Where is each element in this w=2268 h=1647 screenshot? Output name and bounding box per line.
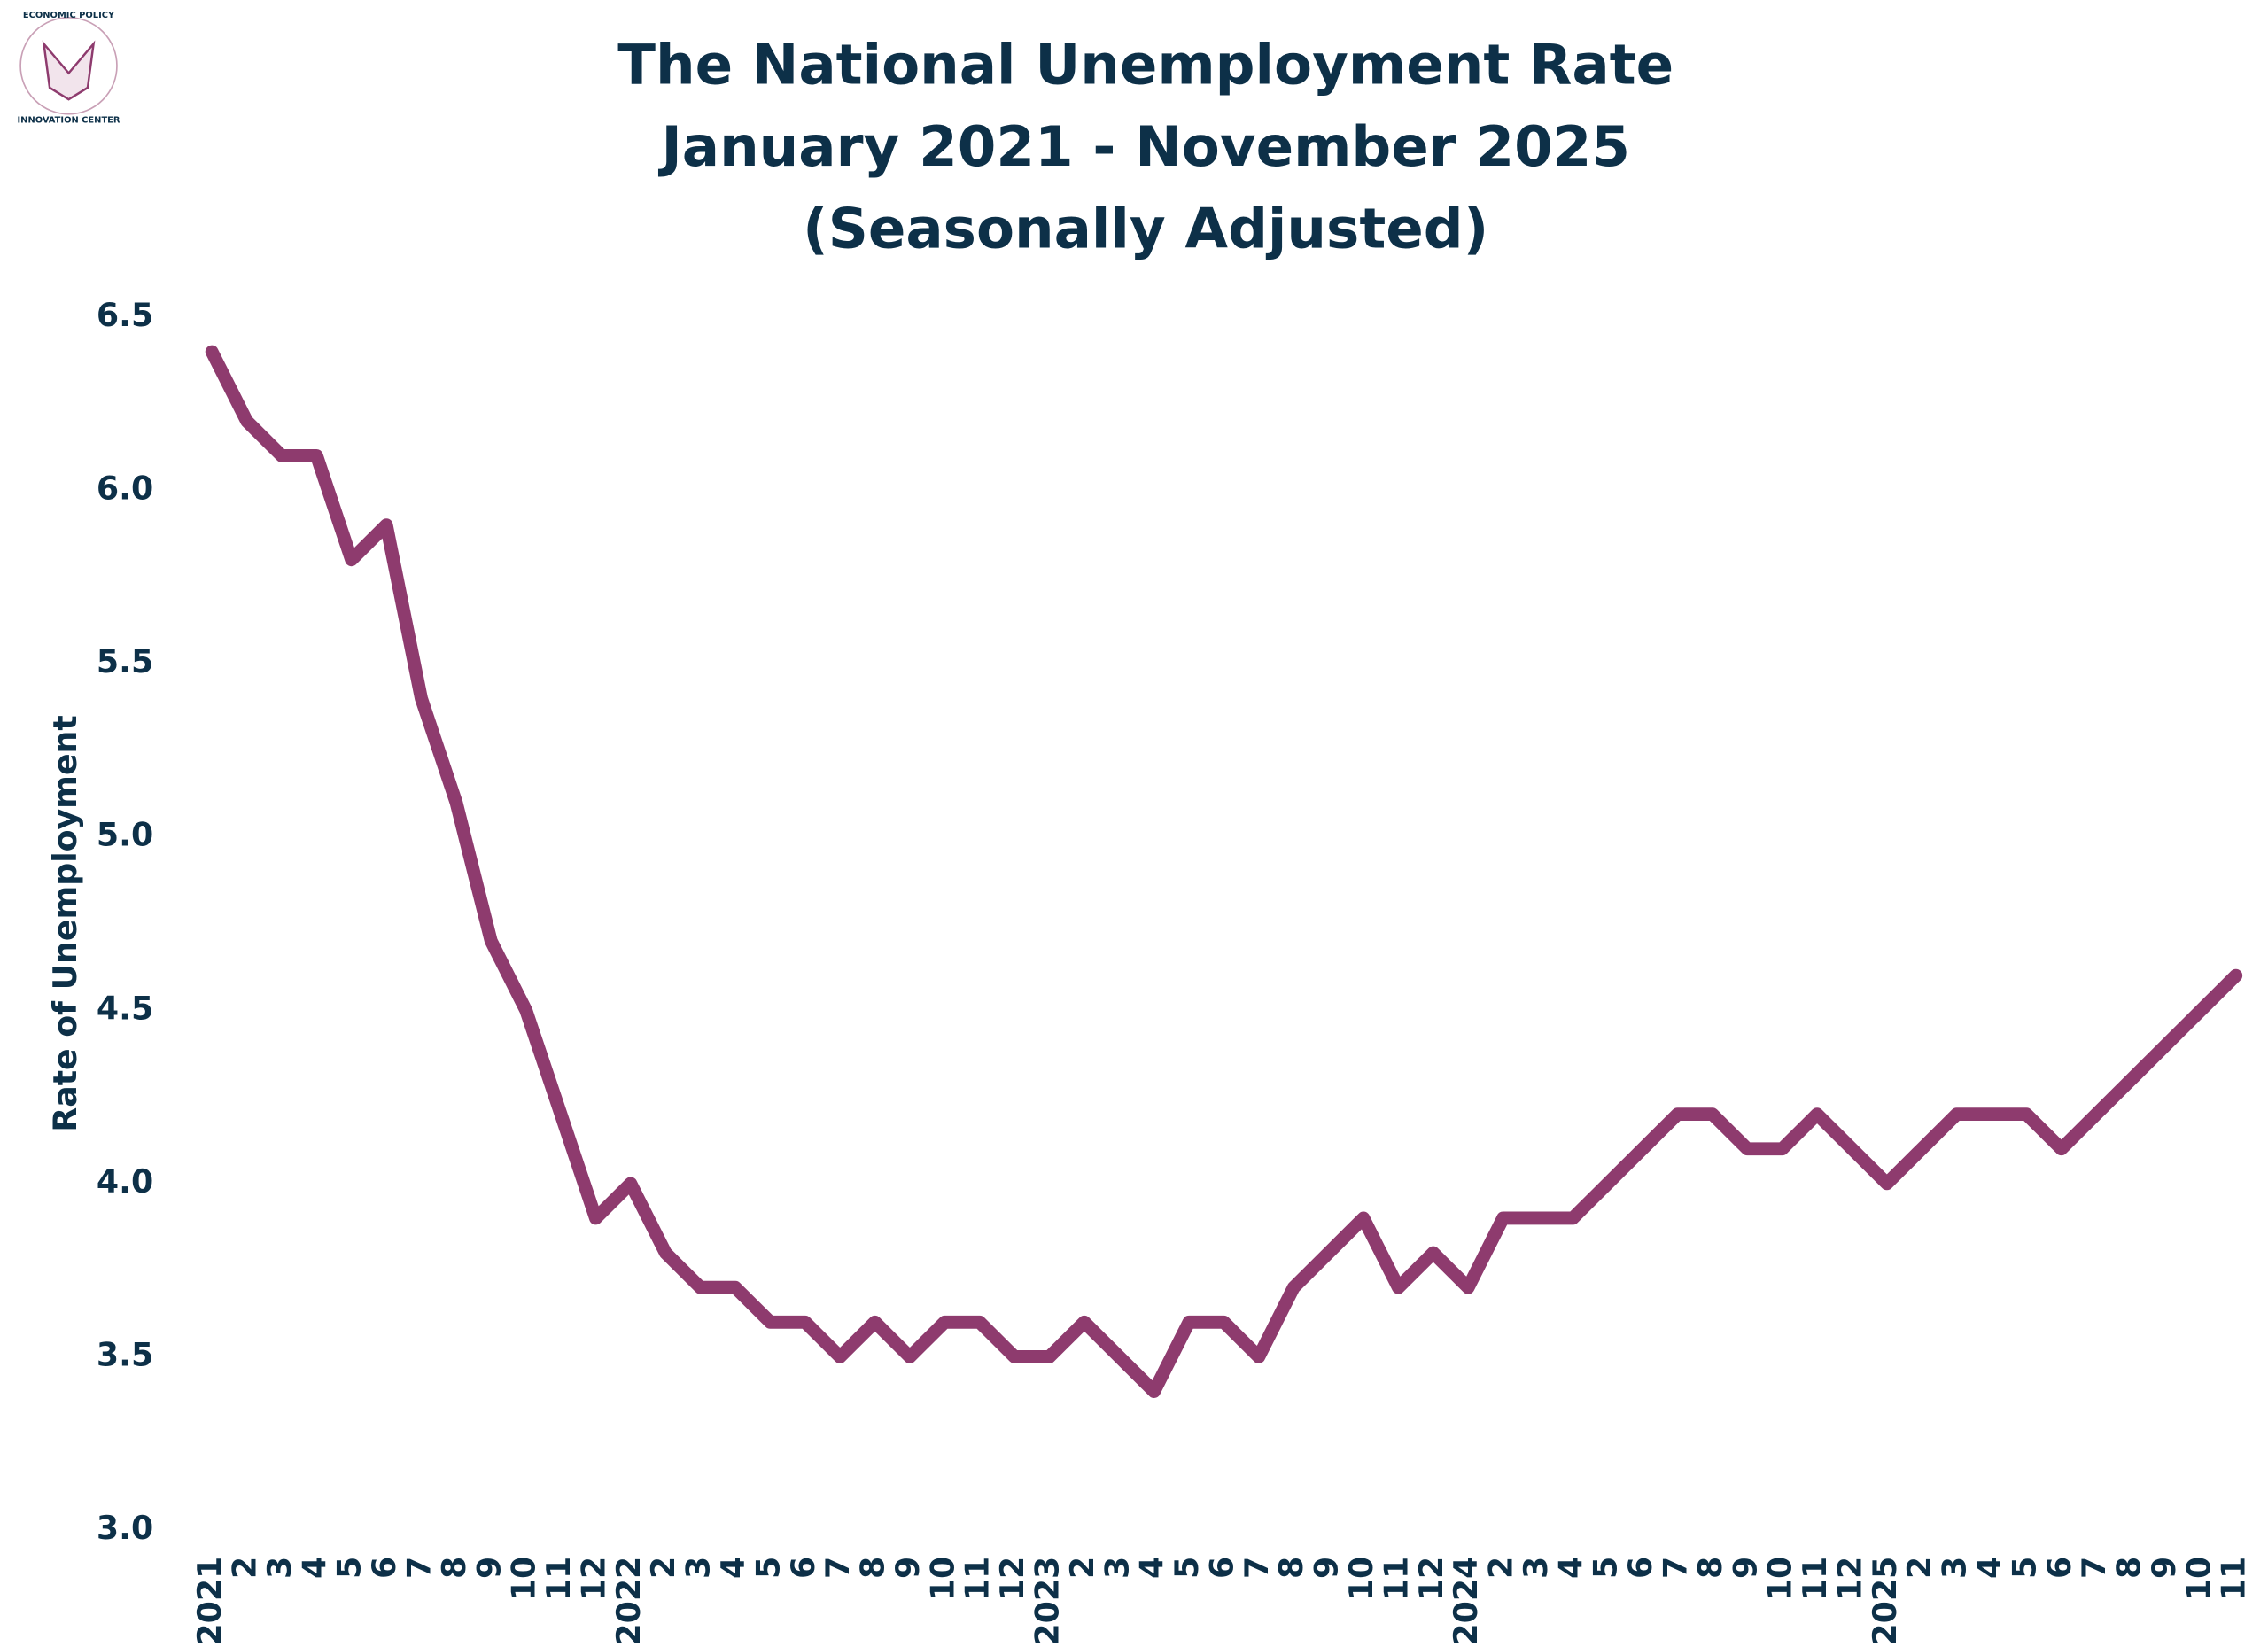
x-tick-label: 11 [1796,1557,1834,1601]
x-tick-label: 7 [1656,1557,1694,1579]
x-tick-label: 3 [680,1557,718,1579]
y-axis-label: Rate of Unemployment [46,715,84,1131]
x-tick-label: 5 [2005,1557,2043,1579]
logo-bottom: INNOVATION CENTER [18,116,120,126]
x-tick-label: 8 [2110,1557,2148,1579]
x-tick-label: 11 [1377,1557,1415,1601]
x-tick-label: 12 [993,1557,1031,1601]
x-tick-label: 8 [1691,1557,1729,1579]
x-tick-label: 10 [1342,1557,1380,1601]
x-tick-label: 9 [889,1557,927,1579]
x-tick-label: 8 [1272,1557,1310,1579]
logo-eagle [42,40,96,101]
x-tick-label: 5 [330,1557,369,1579]
y-tick-label: 4.5 [97,989,153,1027]
x-tick-label: 9 [2145,1557,2183,1579]
x-tick-label: 6 [365,1557,403,1579]
x-tick-label: 6 [1621,1557,1659,1579]
x-tick-label: 2022 [610,1557,648,1646]
x-tick-label: 5 [749,1557,787,1579]
x-tick-label: 2 [1482,1557,1520,1579]
x-tick-label: 3 [1936,1557,1974,1579]
x-tick-label: 12 [574,1557,612,1601]
x-tick-label: 2 [226,1557,264,1579]
x-tick-label: 10 [505,1557,543,1601]
logo: ECONOMIC POLICY INNOVATION CENTER [18,11,120,126]
x-tick-label: 4 [1551,1557,1589,1579]
x-tick-label: 10 [923,1557,961,1601]
x-tick-label: 11 [2215,1557,2253,1601]
x-tick-label: 11 [540,1557,578,1601]
y-tick-label: 3.0 [97,1509,153,1547]
x-tick-label: 6 [784,1557,822,1579]
chart-title: The National Unemployment Rate [617,33,1674,97]
y-tick-label: 5.0 [97,816,153,854]
data-line [205,345,2243,1398]
x-tick-label: 6 [1202,1557,1240,1579]
x-tick-label: 2025 [1866,1557,1904,1646]
x-tick-label: 9 [470,1557,508,1579]
y-tick-label: 3.5 [97,1335,153,1373]
x-tick-label: 7 [2075,1557,2113,1579]
x-tick-label: 6 [2040,1557,2078,1579]
x-tick-label: 4 [295,1557,333,1579]
x-tick-label: 2 [644,1557,682,1579]
x-tick-label: 5 [1168,1557,1206,1579]
x-tick-label: 11 [959,1557,997,1601]
chart-title: (Seasonally Adjusted) [803,196,1488,260]
y-tick-label: 6.5 [97,296,153,334]
x-tick-label: 9 [1726,1557,1764,1579]
x-tick-label: 2024 [1447,1557,1485,1646]
x-tick-label: 12 [1830,1557,1868,1601]
x-tick-label: 8 [854,1557,892,1579]
x-tick-label: 2021 [190,1557,229,1646]
y-tick-label: 6.0 [97,470,153,508]
x-tick-label: 2 [1063,1557,1101,1579]
y-tick-label: 5.5 [97,642,153,680]
x-tick-label: 3 [260,1557,299,1579]
x-tick-label: 4 [1970,1557,2008,1579]
x-tick-label: 3 [1098,1557,1136,1579]
y-tick-label: 4.0 [97,1162,153,1200]
x-tick-label: 7 [1238,1557,1276,1579]
x-tick-label: 3 [1517,1557,1555,1579]
x-tick-label: 12 [1412,1557,1450,1601]
x-tick-label: 2 [1900,1557,1938,1579]
x-tick-label: 7 [400,1557,439,1579]
x-tick-label: 10 [2179,1557,2218,1601]
x-tick-label: 5 [1587,1557,1625,1579]
x-tick-label: 8 [435,1557,473,1579]
x-tick-label: 4 [714,1557,752,1579]
logo-ring [19,16,118,115]
x-tick-label: 9 [1308,1557,1346,1579]
x-tick-label: 4 [1133,1557,1171,1579]
logo-top: ECONOMIC POLICY [23,11,115,20]
x-tick-label: 10 [1761,1557,1799,1601]
x-tick-label: 2023 [1029,1557,1067,1646]
x-tick-label: 7 [819,1557,857,1579]
chart-title: January 2021 - November 2025 [657,114,1629,179]
